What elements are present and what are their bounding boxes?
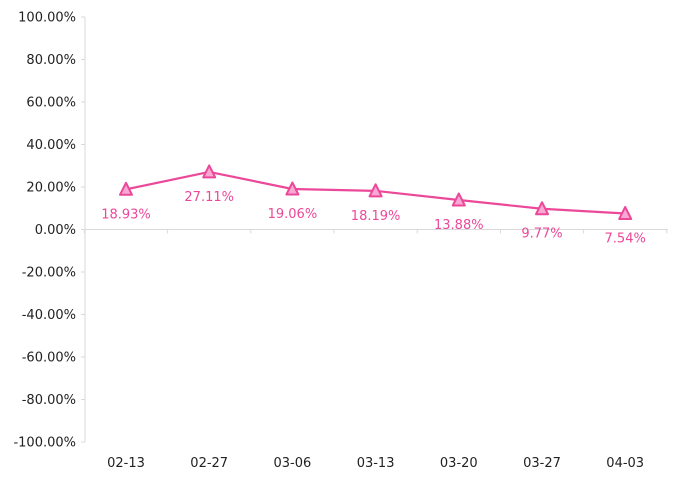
y-tick-label: -80.00% — [22, 393, 76, 408]
series-line-group: 18.93% 27.11% 19.06% 18.19% 13.88% 9.77% 7.54% — [101, 164, 646, 246]
x-tick-label: 03-20 — [440, 456, 478, 471]
data-point-marker — [535, 201, 549, 216]
data-point-marker — [451, 192, 466, 207]
data-point-marker — [202, 164, 217, 179]
y-tick-label: 40.00% — [26, 138, 76, 153]
y-tick-label: 80.00% — [26, 53, 76, 68]
data-label: 13.88% — [434, 218, 484, 233]
data-point-marker — [119, 181, 133, 196]
y-axis: 100.00% 80.00% 60.00% 40.00% 20.00% 0.00% -20.… — [13, 11, 86, 451]
y-tick-label: -40.00% — [22, 308, 76, 323]
x-tick-label: 02-13 — [107, 456, 145, 471]
y-tick-label: 100.00% — [18, 11, 76, 26]
y-tick-label: 20.00% — [26, 181, 76, 196]
data-label: 27.11% — [184, 190, 234, 205]
data-point-marker — [368, 183, 383, 198]
data-label: 7.54% — [605, 231, 646, 246]
y-tick-label: -100.00% — [13, 436, 76, 451]
x-tick-label: 03-06 — [274, 456, 312, 471]
x-axis: 02-13 02-27 03-06 03-13 03-20 03-27 04-03 — [83, 229, 668, 471]
data-label: 19.06% — [268, 207, 318, 222]
data-point-marker — [285, 181, 300, 196]
y-tick-label: 60.00% — [26, 96, 76, 111]
data-point-marker — [618, 205, 633, 220]
y-tick-label: -60.00% — [22, 351, 76, 366]
data-label: 18.19% — [351, 209, 401, 224]
y-tick-label: -20.00% — [22, 266, 76, 281]
x-tick-label: 03-13 — [357, 456, 395, 471]
x-tick-label: 02-27 — [190, 456, 228, 471]
data-label: 18.93% — [101, 207, 151, 222]
x-tick-label: 03-27 — [523, 456, 561, 471]
data-label: 9.77% — [521, 227, 562, 242]
y-tick-label: 0.00% — [35, 223, 76, 238]
x-tick-label: 04-03 — [606, 456, 644, 471]
